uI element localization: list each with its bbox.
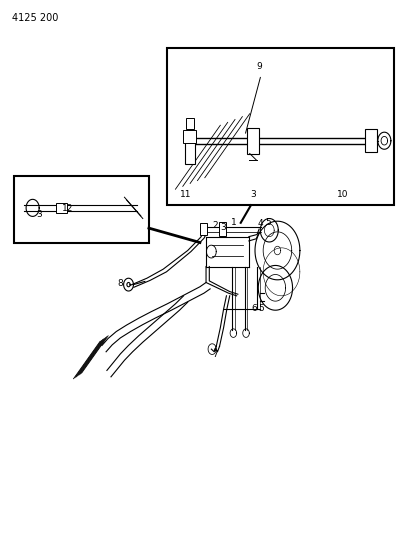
Text: 2: 2 xyxy=(212,221,218,230)
Text: 4125 200: 4125 200 xyxy=(12,13,59,23)
Text: 3: 3 xyxy=(220,223,226,232)
Bar xyxy=(200,223,207,235)
Bar xyxy=(185,135,195,164)
Bar xyxy=(219,222,226,236)
Text: 6: 6 xyxy=(251,304,257,312)
Bar xyxy=(56,203,67,213)
Text: 12: 12 xyxy=(62,205,73,213)
Bar xyxy=(14,176,149,243)
Bar xyxy=(365,129,377,152)
Bar xyxy=(247,128,259,154)
Bar xyxy=(186,118,194,129)
Text: 7: 7 xyxy=(212,350,218,359)
Text: 3: 3 xyxy=(36,210,42,219)
Text: 11: 11 xyxy=(180,190,191,199)
Text: 9: 9 xyxy=(256,62,262,71)
Text: 8: 8 xyxy=(118,279,123,288)
Bar xyxy=(183,130,196,143)
Text: 5: 5 xyxy=(266,218,271,227)
Text: 1: 1 xyxy=(231,219,237,227)
Text: 3: 3 xyxy=(250,190,256,199)
Text: 10: 10 xyxy=(337,190,348,199)
Bar xyxy=(167,48,394,205)
Text: 5: 5 xyxy=(258,304,264,312)
Text: 4: 4 xyxy=(257,219,263,228)
